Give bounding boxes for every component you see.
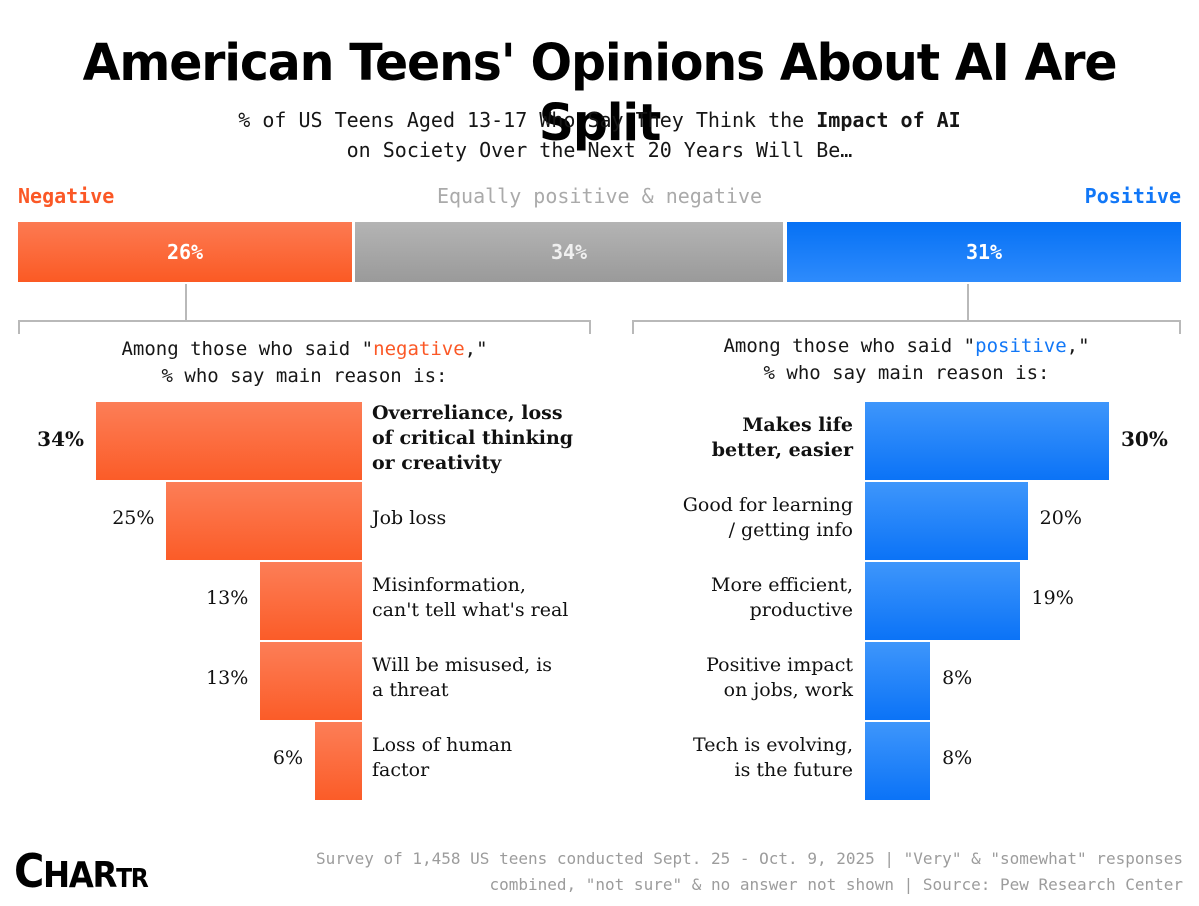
bar-category-label: Loss of human factor bbox=[372, 734, 513, 781]
chartr-logo: CHARTR bbox=[14, 848, 149, 896]
logo-letters-tr: TR bbox=[116, 864, 149, 894]
bar-value-label: 19% bbox=[1031, 587, 1074, 609]
caption-right-text-b: ," bbox=[1066, 335, 1090, 357]
bar-row: 13% Misinformation, can't tell what's rea… bbox=[0, 560, 600, 640]
footer-note-line1: Survey of 1,458 US teens conducted Sept.… bbox=[316, 849, 1183, 868]
stacked-segment-equal: 34% bbox=[355, 222, 783, 282]
bar-category-label: Makes life better, easier bbox=[711, 414, 853, 461]
negative-reasons-panel: 34% Overreliance, loss of critical thinki… bbox=[0, 400, 600, 800]
caption-right: Among those who said "positive," % who s… bbox=[632, 333, 1181, 387]
bar-category-label: Positive impact on jobs, work bbox=[706, 654, 853, 701]
caption-left-text-b: ," bbox=[464, 338, 488, 360]
footer-note-line2: combined, "not sure" & no answer not sho… bbox=[489, 875, 1183, 894]
connector-line-left bbox=[185, 284, 187, 320]
bar-negative bbox=[260, 642, 362, 720]
bar-row: 20% Good for learning / getting info bbox=[600, 480, 1199, 560]
caption-left-keyword: negative bbox=[373, 338, 465, 360]
subtitle-emphasis: Impact of AI bbox=[816, 108, 961, 132]
bar-category-label: Overreliance, loss of critical thinking … bbox=[372, 401, 574, 474]
bracket-right bbox=[632, 320, 1181, 334]
subtitle-line1: % of US Teens Aged 13-17 Who Say They Th… bbox=[238, 108, 960, 132]
bar-positive bbox=[865, 402, 1109, 480]
bar-value-label: 6% bbox=[272, 747, 304, 769]
caption-right-text-a: Among those who said " bbox=[723, 335, 976, 357]
stacked-bar: 26% 34% 31% bbox=[18, 222, 1181, 282]
bar-value-label: 8% bbox=[942, 667, 973, 689]
bar-row: 30% Makes life better, easier bbox=[600, 400, 1199, 480]
bar-row: 6% Loss of human factor bbox=[0, 720, 600, 800]
bar-row: 34% Overreliance, loss of critical thinki… bbox=[0, 400, 600, 480]
caption-right-line2: % who say main reason is: bbox=[763, 362, 1050, 384]
bar-category-label: Will be misused, is a threat bbox=[372, 654, 553, 701]
bar-value-label: 13% bbox=[206, 587, 249, 609]
connector-line-right bbox=[967, 284, 969, 320]
bar-value-label: 13% bbox=[206, 667, 249, 689]
bar-positive bbox=[865, 482, 1028, 560]
bar-row: 25% Job loss bbox=[0, 480, 600, 560]
bar-category-label: More efficient, productive bbox=[711, 574, 853, 621]
bar-value-label: 25% bbox=[112, 507, 155, 529]
stacked-bar-legend: Negative Equally positive & negative Pos… bbox=[18, 183, 1181, 209]
legend-label-positive: Positive bbox=[1084, 184, 1181, 208]
page-title: American Teens' Opinions About AI Are Sp… bbox=[82, 34, 1118, 153]
bar-negative bbox=[166, 482, 362, 560]
bar-negative bbox=[260, 562, 362, 640]
legend-label-negative: Negative bbox=[18, 184, 115, 208]
positive-reasons-panel: 30% Makes life better, easier 20% Good for … bbox=[600, 400, 1199, 800]
logo-letter-c: C bbox=[14, 844, 44, 898]
logo-letter-r: R bbox=[92, 855, 118, 896]
caption-right-keyword: positive bbox=[975, 335, 1067, 357]
bar-row: 8% Positive impact on jobs, work bbox=[600, 640, 1199, 720]
caption-left: Among those who said "negative," % who s… bbox=[18, 336, 591, 390]
bar-row: 13% Will be misused, is a threat bbox=[0, 640, 600, 720]
bar-negative bbox=[96, 402, 362, 480]
bar-positive bbox=[865, 722, 931, 800]
bar-value-label: 34% bbox=[37, 427, 84, 451]
bar-category-label: Misinformation, can't tell what's real bbox=[372, 574, 569, 621]
bar-row: 8% Tech is evolving, is the future bbox=[600, 720, 1199, 800]
bracket-left bbox=[18, 320, 591, 334]
bar-value-label: 8% bbox=[942, 747, 973, 769]
bar-value-label: 30% bbox=[1121, 427, 1168, 451]
bar-negative bbox=[315, 722, 362, 800]
stacked-segment-negative: 26% bbox=[18, 222, 352, 282]
bar-category-label: Tech is evolving, is the future bbox=[693, 734, 853, 781]
bar-row: 19% More efficient, productive bbox=[600, 560, 1199, 640]
caption-left-text-a: Among those who said " bbox=[121, 338, 374, 360]
legend-label-equal: Equally positive & negative bbox=[436, 184, 763, 208]
bar-category-label: Job loss bbox=[372, 506, 447, 529]
bar-category-label: Good for learning / getting info bbox=[682, 494, 853, 541]
logo-letters-ha: HA bbox=[43, 855, 94, 896]
subtitle-line2: on Society Over the Next 20 Years Will B… bbox=[346, 138, 853, 162]
bar-positive bbox=[865, 642, 931, 720]
bar-value-label: 20% bbox=[1039, 507, 1082, 529]
footer-note: Survey of 1,458 US teens conducted Sept.… bbox=[173, 846, 1183, 898]
subtitle-text-a: % of US Teens Aged 13-17 Who Say They Th… bbox=[238, 108, 817, 132]
caption-left-line2: % who say main reason is: bbox=[161, 365, 448, 387]
bar-positive bbox=[865, 562, 1020, 640]
page-subtitle: % of US Teens Aged 13-17 Who Say They Th… bbox=[0, 105, 1199, 165]
stacked-segment-positive: 31% bbox=[787, 222, 1181, 282]
